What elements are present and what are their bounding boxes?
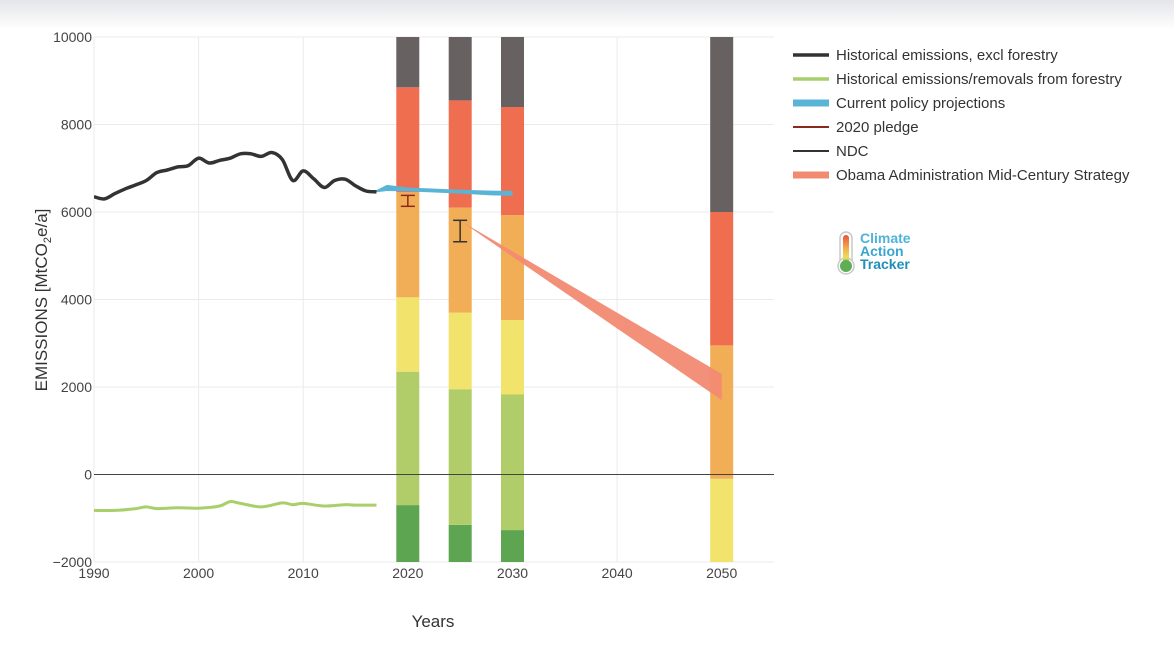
rating-bar-2020 [396, 37, 420, 562]
rating-bar-2020-segment-5 [396, 37, 420, 88]
legend-label: 2020 pledge [836, 119, 919, 136]
legend-item[interactable]: Historical emissions, excl forestry [793, 47, 1058, 64]
x-tick-label: 2020 [392, 565, 423, 581]
axis-ticks: 1990 2000 2010 2020 2030 2040 2050 10000 8000 600… [53, 29, 774, 581]
series-current-policy-projections [376, 184, 513, 196]
rating-bar-2020-segment-0 [396, 505, 420, 562]
rating-bar-2025-segment-1 [448, 389, 472, 525]
x-axis-title: Years [412, 612, 455, 631]
climate-action-tracker-logo: Climate Action Tracker [837, 230, 911, 275]
y-axis-title-main: EMISSIONS [MtCO [32, 243, 51, 391]
rating-bar-2025-segment-3 [448, 207, 472, 313]
rating-bar-2050-segment-2 [710, 212, 734, 346]
y-tick-label: 10000 [53, 29, 92, 45]
x-tick-label: 2010 [288, 565, 319, 581]
thermometer-bulb [840, 260, 852, 272]
rating-bar-2020-segment-1 [396, 371, 420, 506]
y-tick-label: 4000 [61, 292, 92, 308]
y-tick-label: 0 [84, 467, 92, 483]
rating-bar-2030-segment-3 [501, 215, 524, 321]
thermometer-fill [843, 235, 849, 265]
legend-label: Current policy projections [836, 95, 1005, 112]
series-historical-emissions [94, 150, 377, 201]
logo-text-tracker: Tracker [860, 256, 910, 272]
rating-bar-2030-segment-4 [501, 107, 524, 216]
legend-label: Historical emissions/removals from fores… [836, 71, 1122, 88]
rating-bar-2025-segment-2 [448, 312, 472, 390]
y-axis-title-subscript: 2 [42, 237, 54, 243]
y-tick-label: 8000 [61, 117, 92, 133]
logo-text-climate: Climate [860, 230, 911, 246]
legend-item[interactable]: Obama Administration Mid-Century Strateg… [793, 167, 1130, 184]
rating-bar-2020-segment-4 [396, 87, 420, 193]
x-tick-label: 2040 [602, 565, 633, 581]
legend-label: Historical emissions, excl forestry [836, 47, 1058, 64]
rating-bar-2050-segment-0 [710, 478, 734, 562]
legend-item[interactable]: NDC [793, 143, 869, 160]
series-2020-pledge [400, 194, 415, 208]
rating-bar-2050 [710, 37, 734, 562]
rating-bar-2030-segment-1 [501, 394, 524, 530]
legend-item[interactable]: 2020 pledge [793, 119, 919, 136]
legend-label: NDC [836, 143, 869, 160]
rating-bar-2030-segment-5 [501, 37, 524, 107]
series-forestry-emissions [94, 500, 377, 513]
y-axis-title-end: e/a] [32, 209, 51, 237]
x-tick-label: 2030 [497, 565, 528, 581]
rating-bar-2025 [448, 37, 472, 562]
rating-bar-2050-segment-1 [710, 345, 734, 479]
series-ndc [453, 219, 468, 243]
top-shade [0, 0, 1174, 30]
rating-bar-2030 [501, 37, 524, 562]
logo-text-action: Action [860, 243, 904, 259]
legend-label: Obama Administration Mid-Century Strateg… [836, 167, 1130, 184]
legend: Historical emissions, excl forestry Histo… [793, 47, 1130, 184]
y-tick-label: 6000 [61, 204, 92, 220]
rating-bar-2025-segment-5 [448, 37, 472, 101]
y-tick-label: −2000 [53, 554, 93, 570]
x-tick-label: 2050 [706, 565, 737, 581]
y-axis-title: EMISSIONS [MtCO2e/a] [32, 209, 54, 392]
y-tick-label: 2000 [61, 379, 92, 395]
rating-bar-2050-segment-3 [710, 37, 734, 212]
legend-item[interactable]: Historical emissions/removals from fores… [793, 71, 1122, 88]
rating-bar-2030-segment-0 [501, 530, 524, 562]
grid [93, 36, 774, 563]
series [94, 150, 722, 513]
rating-bar-2025-segment-4 [448, 100, 472, 208]
rating-bars [396, 37, 734, 562]
rating-bar-2025-segment-0 [448, 524, 472, 562]
x-tick-label: 2000 [183, 565, 214, 581]
legend-item[interactable]: Current policy projections [793, 95, 1005, 112]
series-obama-mid-century-strategy [460, 220, 722, 401]
rating-bar-2020-segment-2 [396, 297, 420, 372]
rating-bar-2030-segment-2 [501, 320, 524, 395]
x-tick-label: 1990 [78, 565, 109, 581]
rating-bar-2020-segment-3 [396, 192, 420, 298]
